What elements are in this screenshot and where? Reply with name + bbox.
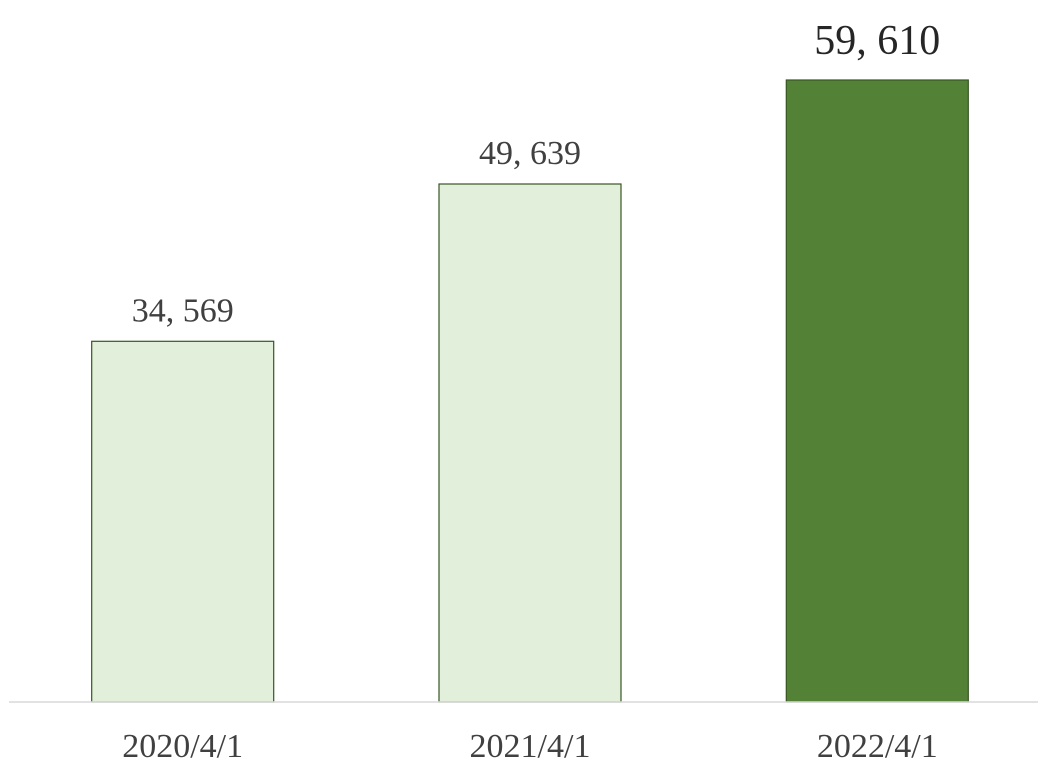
x-tick-labels-layer: 2020/4/1 2021/4/1 2022/4/1: [122, 728, 938, 762]
bar-2022/4/1: [785, 79, 969, 703]
data-label-2021/4/1: 49, 639: [479, 135, 581, 172]
data-label-2022/4/1: 59, 610: [814, 18, 940, 64]
x-tick-label-2020/4/1: 2020/4/1: [122, 728, 243, 762]
x-tick-label-2021/4/1: 2021/4/1: [470, 728, 591, 762]
bar-2021/4/1: [438, 183, 622, 703]
data-label-2020/4/1: 34, 569: [132, 292, 234, 329]
bars-layer: [91, 79, 969, 703]
x-tick-label-2022/4/1: 2022/4/1: [817, 728, 938, 762]
data-labels-layer: 34, 569 49, 639 59, 610: [132, 18, 941, 329]
bar-2020/4/1: [91, 340, 275, 703]
